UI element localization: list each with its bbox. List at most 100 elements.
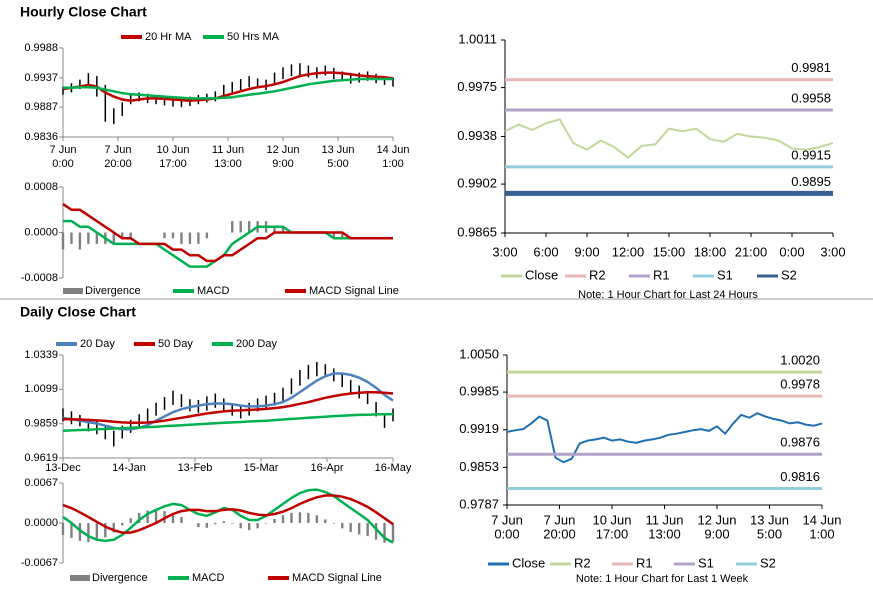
legend-label: S1: [717, 267, 733, 282]
divergence-bar: [256, 523, 259, 529]
y-tick-label: 0.9619: [24, 452, 58, 464]
divergence-bar: [146, 510, 149, 523]
divergence-bar: [95, 232, 99, 244]
divergence-bar: [129, 232, 132, 239]
divergence-bar: [163, 232, 166, 239]
y-tick-label: 0.0067: [24, 477, 58, 489]
x-tick-label: 21:00: [735, 244, 768, 259]
divergence-bar: [188, 232, 192, 244]
x-tick-label: 20:00: [104, 158, 132, 170]
x-tick-label: 16-May: [375, 462, 412, 474]
x-tick-label: 15-Mar: [244, 462, 279, 474]
divergence-bar: [205, 523, 209, 528]
series-line: [63, 77, 393, 100]
y-tick-label: 0.9937: [24, 72, 58, 84]
divergence-bar: [205, 232, 209, 239]
divergence-bar: [332, 523, 335, 524]
divergence-bar: [264, 523, 268, 524]
x-tick-label: 13-Dec: [45, 462, 81, 474]
legend-label: MACD Signal Line: [292, 572, 382, 584]
x-tick-label: 13:00: [214, 158, 242, 170]
divergence-bar: [171, 232, 175, 239]
divergence-bar: [121, 523, 124, 526]
x-tick-label: 11 Jun: [645, 512, 683, 527]
divergence-bar: [180, 517, 183, 523]
divergence-bar: [383, 523, 386, 543]
legend-label: Divergence: [85, 285, 141, 297]
divergence-bar: [281, 515, 285, 523]
divergence-bar: [70, 523, 73, 538]
x-tick-label: 13 Jun: [321, 144, 354, 156]
x-tick-label: 12 Jun: [697, 512, 736, 527]
x-tick-label: 0:00: [779, 244, 804, 259]
divergence-bar: [87, 523, 90, 543]
y-tick-label: 1.0050: [459, 346, 499, 361]
x-tick-label: 17:00: [159, 158, 187, 170]
series-line: [63, 219, 393, 268]
series-line: [62, 494, 394, 534]
x-tick-label: 11 Jun: [212, 144, 244, 156]
legend-label: 200 Day: [236, 338, 277, 350]
section-title: Daily Close Chart: [20, 304, 136, 320]
level-label: 0.9915: [791, 147, 831, 162]
y-tick-label: 0.9853: [459, 459, 499, 474]
level-label: 0.9981: [791, 60, 831, 75]
divergence-bar: [290, 512, 293, 523]
x-tick-label: 20:00: [543, 526, 576, 541]
divergence-bar: [112, 523, 115, 533]
x-tick-label: 9:00: [574, 244, 599, 259]
x-tick-label: 12 Jun: [266, 144, 299, 156]
legend-label: MACD: [197, 285, 229, 297]
x-tick-label: 7 Jun: [50, 144, 77, 156]
x-tick-label: 18:00: [694, 244, 727, 259]
y-tick-label: 0.9985: [459, 384, 499, 399]
y-tick-label: -0.0008: [21, 272, 58, 284]
divergence-bar: [231, 523, 234, 524]
divergence-bar: [391, 523, 395, 542]
series-line: [62, 412, 394, 432]
divergence-bar: [222, 521, 225, 523]
divergence-bar: [247, 221, 251, 233]
divergence-bar: [95, 523, 99, 541]
divergence-bar: [341, 523, 344, 529]
legend-label: R1: [636, 555, 653, 570]
x-tick-label: 13 Jun: [750, 512, 789, 527]
x-tick-label: 3:00: [492, 244, 517, 259]
x-tick-label: 13-Feb: [178, 462, 213, 474]
legend-label: R1: [653, 267, 670, 282]
divergence-bar: [180, 232, 183, 244]
divergence-bar: [214, 523, 217, 525]
divergence-bar: [61, 232, 65, 250]
divergence-bar: [298, 512, 302, 523]
x-tick-label: 0:00: [52, 158, 73, 170]
series-line: [62, 71, 394, 102]
level-label: 0.9816: [780, 469, 820, 484]
y-tick-label: 0.9787: [459, 496, 499, 511]
y-tick-label: -0.0067: [21, 557, 58, 569]
x-tick-label: 17:00: [596, 526, 629, 541]
legend-label: 20 Day: [80, 338, 115, 350]
x-tick-label: 5:00: [327, 158, 348, 170]
y-tick-label: 0.9938: [457, 128, 497, 143]
legend-label: MACD Signal Line: [309, 285, 399, 297]
divergence-bar: [87, 232, 90, 244]
y-tick-label: 0.0008: [24, 181, 58, 193]
legend-label: S1: [698, 555, 714, 570]
x-tick-label: 5:00: [757, 526, 782, 541]
level-label: 0.9958: [791, 90, 831, 105]
divergence-bar: [137, 512, 141, 523]
divergence-bar: [78, 232, 82, 250]
legend-label: 50 Hrs MA: [227, 31, 280, 43]
divergence-bar: [239, 221, 242, 233]
y-tick-label: 0.9887: [24, 101, 58, 113]
x-tick-label: 7 Jun: [544, 512, 576, 527]
divergence-bar: [70, 232, 73, 244]
divergence-bar: [129, 518, 132, 523]
divergence-bar: [349, 523, 352, 532]
y-tick-label: 1.0099: [24, 383, 58, 395]
divergence-bar: [332, 232, 335, 239]
series-line: [506, 412, 823, 464]
divergence-bar: [154, 509, 158, 523]
legend-label: R2: [574, 555, 591, 570]
